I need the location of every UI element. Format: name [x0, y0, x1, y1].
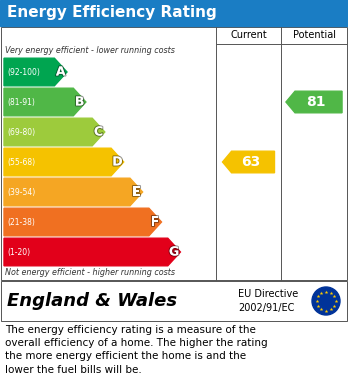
Polygon shape: [222, 151, 275, 173]
Polygon shape: [4, 178, 143, 206]
Polygon shape: [4, 148, 124, 176]
Text: G: G: [169, 246, 179, 258]
Text: (69-80): (69-80): [7, 127, 35, 136]
Text: Current: Current: [230, 30, 267, 41]
Text: (81-91): (81-91): [7, 97, 35, 106]
Text: Energy Efficiency Rating: Energy Efficiency Rating: [7, 5, 217, 20]
Text: 81: 81: [307, 95, 326, 109]
Text: Very energy efficient - lower running costs: Very energy efficient - lower running co…: [5, 46, 175, 55]
Text: B: B: [75, 95, 84, 108]
Bar: [0, 0, 348, 26]
Circle shape: [312, 287, 340, 315]
Bar: [1, 281, 347, 321]
Text: (1-20): (1-20): [7, 248, 30, 256]
Text: Potential: Potential: [293, 30, 335, 41]
Polygon shape: [4, 238, 180, 266]
Text: D: D: [112, 156, 122, 169]
Bar: [1, 27, 347, 280]
Polygon shape: [286, 91, 342, 113]
Text: C: C: [94, 126, 103, 138]
Text: The energy efficiency rating is a measure of the
overall efficiency of a home. T: The energy efficiency rating is a measur…: [5, 325, 268, 375]
Text: England & Wales: England & Wales: [7, 292, 177, 310]
Text: E: E: [132, 185, 141, 199]
Polygon shape: [4, 118, 105, 146]
Text: (39-54): (39-54): [7, 188, 35, 197]
Text: Not energy efficient - higher running costs: Not energy efficient - higher running co…: [5, 268, 175, 277]
Text: (55-68): (55-68): [7, 158, 35, 167]
Text: (92-100): (92-100): [7, 68, 40, 77]
Text: (21-38): (21-38): [7, 217, 35, 226]
Polygon shape: [4, 88, 86, 116]
Text: 63: 63: [241, 155, 260, 169]
Polygon shape: [4, 58, 67, 86]
Text: F: F: [151, 215, 159, 228]
Text: EU Directive
2002/91/EC: EU Directive 2002/91/EC: [238, 289, 298, 313]
Text: A: A: [56, 66, 65, 79]
Polygon shape: [4, 208, 161, 236]
